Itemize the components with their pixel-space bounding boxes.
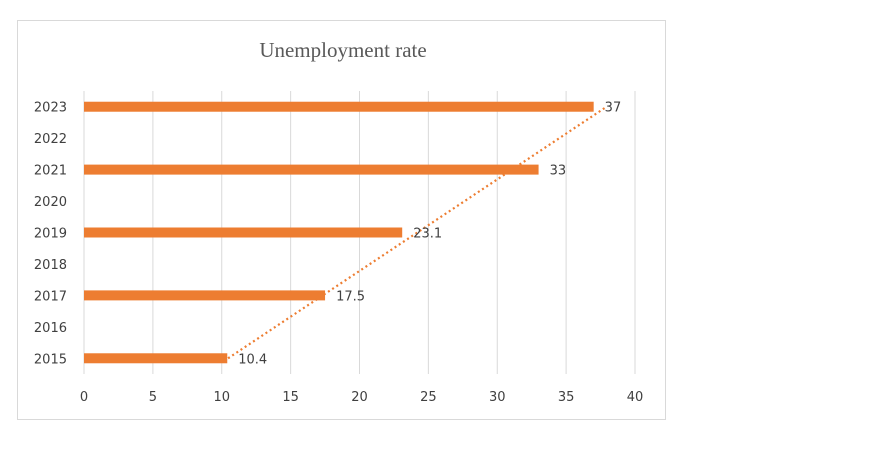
data-labels: 10.4 17.5 23.1 33 37: [238, 101, 621, 368]
y-tick-label: 2023: [34, 101, 67, 116]
y-tick-label: 2017: [34, 289, 67, 304]
data-label-2023: 37: [605, 101, 622, 116]
x-tick-label: 15: [282, 390, 299, 405]
bar-2017: [84, 290, 326, 301]
y-tick-label: 2020: [34, 195, 67, 210]
data-label-2017: 17.5: [336, 289, 365, 304]
bar-2015: [84, 353, 228, 364]
x-tick-label: 10: [213, 390, 230, 405]
y-tick-label: 2022: [34, 132, 67, 147]
bar-2023: [84, 101, 594, 112]
x-tick-label: 35: [558, 390, 575, 405]
trendline-layer: [227, 105, 608, 360]
x-tick-label: 0: [80, 390, 88, 405]
data-label-2015: 10.4: [238, 352, 267, 367]
y-tick-label: 2018: [34, 258, 67, 273]
y-tick-label: 2016: [34, 321, 67, 336]
bar-2021: [84, 164, 539, 175]
bars: [84, 101, 594, 364]
x-tick-label: 25: [420, 390, 437, 405]
x-tick-label: 40: [627, 390, 644, 405]
data-label-2019: 23.1: [413, 227, 442, 242]
y-tick-label: 2021: [34, 164, 67, 179]
y-tick-label: 2015: [34, 352, 67, 367]
y-tick-label: 2019: [34, 227, 67, 242]
x-axis-ticks: 0 5 10 15 20 25 30 35 40: [80, 390, 643, 405]
chart-frame: Unemployment rate 10.4 17.5 23.1 33 37 2015 2…: [17, 20, 666, 420]
x-tick-label: 30: [489, 390, 506, 405]
data-label-2021: 33: [550, 164, 567, 179]
chart-title: Unemployment rate: [259, 38, 426, 62]
x-tick-label: 20: [351, 390, 368, 405]
y-axis-ticks: 2015 2016 2017 2018 2019 2020 2021 2022 2023: [34, 101, 67, 368]
x-tick-label: 5: [149, 390, 157, 405]
trendline: [227, 105, 608, 360]
bar-2019: [84, 227, 403, 238]
